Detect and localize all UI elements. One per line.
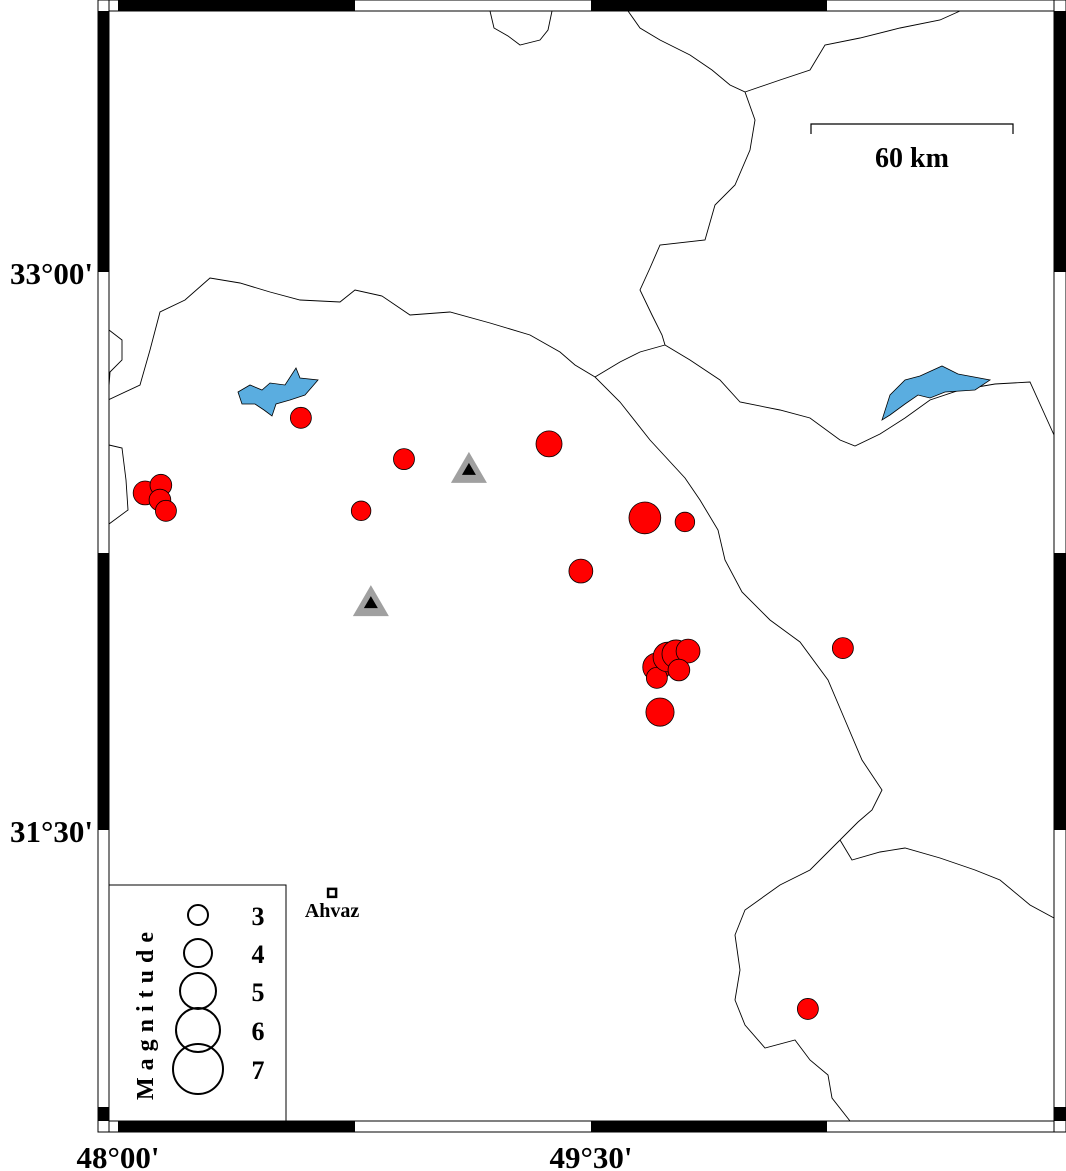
legend-label: 7 <box>252 1056 265 1085</box>
map-frame <box>97 0 1066 1133</box>
legend-circle <box>172 1043 224 1095</box>
earthquake-events <box>132 406 854 1020</box>
lat-label-31-30: 31°30' <box>10 814 93 849</box>
border-line <box>664 344 1055 447</box>
city-marker: Ahvaz <box>305 887 360 922</box>
lake <box>237 367 319 417</box>
border-line <box>839 839 1055 919</box>
station-triangle-icon <box>450 451 487 483</box>
earthquake-event <box>645 697 675 727</box>
earthquake-event <box>674 511 696 533</box>
earthquake-event <box>393 448 415 471</box>
earthquake-event <box>289 406 312 429</box>
earthquake-event <box>535 430 563 458</box>
earthquake-event <box>155 499 177 522</box>
lake <box>881 365 992 421</box>
legend-circle <box>183 938 213 968</box>
border-line <box>734 839 851 1122</box>
scale-bar-line <box>810 123 1014 134</box>
earthquake-event <box>796 998 819 1020</box>
scale-bar: 60 km <box>810 123 1014 174</box>
lon-label-48: 48°00' <box>76 1140 159 1171</box>
station-triangle-icon <box>352 585 389 617</box>
legend-circle <box>187 904 209 926</box>
lon-label-49-30: 49°30' <box>549 1140 632 1171</box>
earthquake-event <box>831 637 854 659</box>
scale-bar-label: 60 km <box>875 143 949 174</box>
border-line <box>744 10 961 93</box>
legend: Magnitude 3 4 5 6 7 <box>108 884 287 1122</box>
border-line <box>489 10 553 46</box>
lat-label-33: 33°00' <box>10 256 93 291</box>
earthquake-event <box>350 500 372 522</box>
border-line <box>594 10 756 378</box>
earthquake-event <box>628 501 662 535</box>
border-line <box>108 444 129 525</box>
border-line <box>107 277 883 841</box>
earthquake-event <box>675 638 701 664</box>
legend-label: 5 <box>252 978 265 1007</box>
city-label: Ahvaz <box>305 900 360 922</box>
legend-label: 4 <box>252 940 265 969</box>
earthquake-event <box>568 558 594 584</box>
legend-title: Magnitude <box>133 925 159 1100</box>
legend-label: 6 <box>252 1017 265 1046</box>
borders <box>107 10 1055 1122</box>
earthquake-event <box>667 658 691 682</box>
seismic-stations <box>352 451 487 617</box>
city-square-icon <box>326 887 338 899</box>
legend-label: 3 <box>252 902 265 931</box>
legend-circle <box>175 1007 221 1053</box>
lakes <box>237 365 992 421</box>
